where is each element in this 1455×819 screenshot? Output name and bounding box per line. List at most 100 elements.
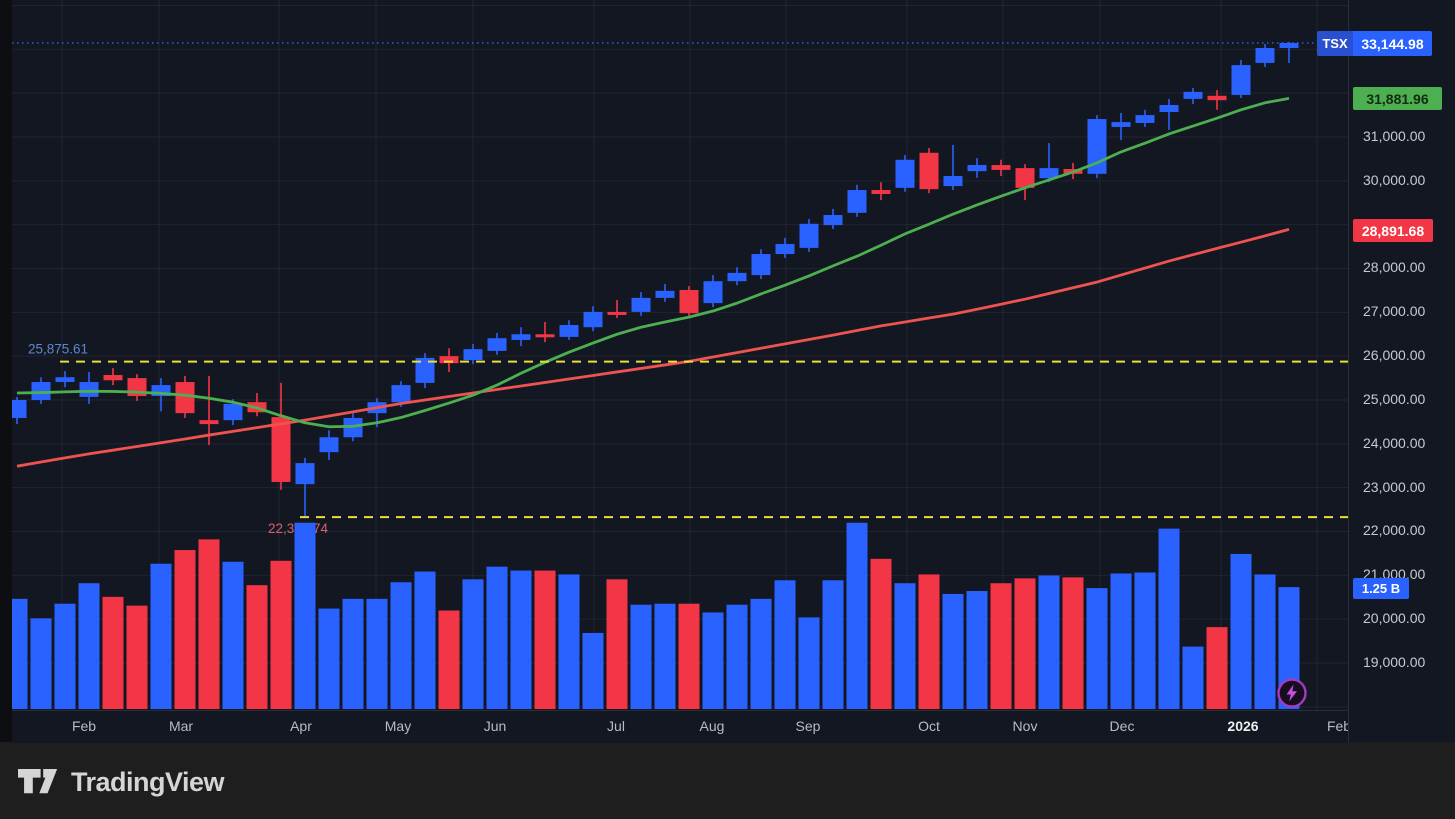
candle <box>175 382 195 414</box>
tradingview-logo[interactable]: TradingView <box>18 766 225 798</box>
volume-bar <box>1062 577 1084 709</box>
ma-slow-price-badge: 28,891.68 <box>1353 219 1433 242</box>
volume-bar <box>630 604 652 709</box>
candle <box>31 382 51 400</box>
volume-bar <box>438 610 460 709</box>
volume-bar <box>54 603 76 709</box>
price-tick-label: 25,000.00 <box>1363 390 1426 407</box>
price-axis[interactable]: 19,000.00 20,000.00 21,000.00 22,000.00 23,0… <box>1348 0 1455 742</box>
time-tick-label: Aug <box>699 718 725 734</box>
candle <box>439 356 459 364</box>
volume-bar <box>750 598 772 709</box>
price-tick-label: 31,000.00 <box>1363 128 1426 144</box>
last-price-badge: TSX 33,144.98 <box>1317 31 1432 56</box>
candle <box>1135 115 1155 123</box>
volume-bar <box>774 580 796 709</box>
candle <box>991 165 1011 170</box>
ma-slow-line <box>16 228 1290 468</box>
candle <box>79 382 99 397</box>
candle <box>295 463 315 485</box>
candle <box>151 385 171 397</box>
volume-bar <box>270 560 292 709</box>
volume-bar <box>966 591 988 709</box>
last-price-value: 33,144.98 <box>1353 31 1432 56</box>
candle <box>895 159 915 188</box>
volume-bar <box>918 574 940 709</box>
volume-bar <box>534 570 556 709</box>
volume-bar <box>174 550 196 709</box>
volume-bar <box>12 598 28 709</box>
candle <box>919 152 939 190</box>
candle <box>655 290 675 298</box>
lightning-bolt-icon <box>1286 684 1297 702</box>
candle <box>199 420 219 425</box>
candle <box>1111 122 1131 127</box>
candle <box>631 297 651 312</box>
price-tick-label: 19,000.00 <box>1363 653 1426 670</box>
price-chart-pane[interactable]: 25,875.6122,327.74 <box>12 0 1348 742</box>
volume-bar <box>1110 573 1132 709</box>
tradingview-logo-text: TradingView <box>71 766 225 797</box>
candle <box>12 399 27 418</box>
time-axis[interactable]: Feb Mar Apr May Jun Jul Aug Sep Oct Nov Dec 2026 Feb <box>12 710 1351 743</box>
volume-bar <box>822 580 844 709</box>
candle <box>319 437 339 453</box>
price-tick-label: 23,000.00 <box>1363 478 1426 495</box>
candle <box>1039 168 1059 179</box>
candle <box>1231 65 1251 95</box>
volume-bar <box>390 582 412 709</box>
volume-bar <box>702 612 724 709</box>
time-tick-label: Apr <box>290 718 312 734</box>
volume-bar <box>510 570 532 709</box>
candle <box>1255 48 1275 63</box>
volume-bar <box>78 583 100 709</box>
volume-bar <box>1158 528 1180 709</box>
volume-bar <box>1134 572 1156 709</box>
volume-bar <box>942 593 964 709</box>
volume-bar <box>342 598 364 709</box>
volume-bar <box>294 522 316 709</box>
price-tick-label: 30,000.00 <box>1363 171 1426 188</box>
volume-bar <box>150 563 172 709</box>
lightning-button[interactable] <box>1276 677 1308 709</box>
volume-bar <box>126 605 148 709</box>
ma-fast-price-badge: 31,881.96 <box>1353 87 1442 110</box>
candle <box>535 334 555 338</box>
level-price-label: 25,875.61 <box>28 342 88 357</box>
time-tick-label: Feb <box>1326 718 1352 734</box>
time-tick-label: Sep <box>795 718 821 734</box>
time-tick-label: Jul <box>607 718 625 734</box>
candle <box>223 403 243 421</box>
volume-bar <box>1182 646 1204 709</box>
candle <box>271 417 291 482</box>
time-tick-label: May <box>384 718 412 734</box>
volume-bar <box>222 561 244 709</box>
candle <box>103 375 123 381</box>
time-tick-label: 2026 <box>1227 718 1259 734</box>
price-tick-label: 24,000.00 <box>1363 434 1426 451</box>
price-tick-label: 22,000.00 <box>1363 522 1426 539</box>
volume-bar <box>318 608 340 709</box>
left-toolbar-strip <box>0 0 12 742</box>
volume-bar <box>102 596 124 709</box>
volume-bar <box>1038 575 1060 709</box>
volume-bar <box>606 579 628 709</box>
candle <box>487 338 507 351</box>
volume-bar <box>678 603 700 709</box>
time-tick-label: Dec <box>1109 718 1135 734</box>
volume-bar <box>462 579 484 709</box>
volume-bar <box>198 539 220 709</box>
volume-bar <box>1254 574 1276 709</box>
volume-bar <box>414 571 436 709</box>
candle <box>463 349 483 361</box>
candle <box>55 377 75 383</box>
volume-bar <box>558 574 580 709</box>
volume-bar <box>1230 553 1252 709</box>
volume-bar <box>990 583 1012 709</box>
candle <box>727 272 747 282</box>
candle <box>415 357 435 383</box>
time-tick-label: Jun <box>483 718 507 734</box>
candle <box>871 190 891 194</box>
volume-bar <box>726 604 748 709</box>
